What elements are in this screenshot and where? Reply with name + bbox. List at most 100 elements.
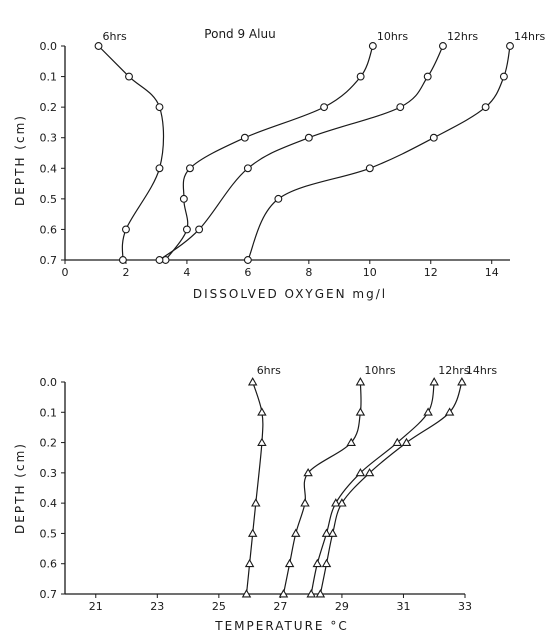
x-tick-label: 27 (273, 600, 287, 613)
data-point (306, 589, 316, 598)
y-tick-label: 0.5 (40, 193, 58, 206)
x-tick-label: 29 (335, 600, 349, 613)
y-tick-label: 0.6 (40, 558, 58, 571)
data-point (331, 498, 341, 507)
data-point (179, 194, 188, 203)
data-point (274, 194, 283, 203)
data-point (337, 498, 347, 507)
series-12hrs: 12hrs (155, 30, 478, 264)
data-point (244, 558, 255, 568)
y-axis-title: DEPTH (cm) (13, 442, 27, 534)
x-tick-label: 10 (363, 266, 377, 279)
data-point (499, 72, 508, 81)
series-label: 10hrs (364, 364, 395, 377)
data-point (401, 437, 412, 446)
series-label: 10hrs (377, 30, 408, 43)
dissolved-oxygen-chart: Pond 9 Aluu DEPTH (cm) DISSOLVED OXYGEN … (13, 27, 545, 301)
series-line (247, 45, 511, 261)
data-point (396, 103, 405, 112)
data-point (125, 72, 133, 81)
x-tick-label: 21 (89, 600, 103, 613)
data-point (346, 437, 356, 446)
data-point (241, 589, 252, 598)
y-tick-label: 0.4 (40, 497, 58, 510)
y-axis-title: DEPTH (cm) (13, 114, 27, 206)
series-14hrs: 14hrs (243, 30, 545, 264)
x-tick-label: 33 (458, 600, 472, 613)
x-tick-label: 0 (62, 266, 69, 279)
data-point (438, 42, 447, 50)
x-tick-label: 14 (485, 266, 499, 279)
data-point (155, 103, 164, 112)
data-point (303, 467, 313, 477)
data-point (155, 164, 164, 173)
data-point (355, 467, 366, 477)
data-point (278, 589, 289, 598)
data-point (195, 225, 204, 234)
y-tick-label: 0.2 (40, 101, 58, 114)
data-point (429, 133, 438, 142)
data-point (155, 256, 164, 264)
series-line (282, 381, 362, 595)
x-tick-label: 23 (150, 600, 164, 613)
x-tick-label: 25 (212, 600, 226, 613)
y-tick-label: 0.7 (40, 588, 58, 601)
data-point (247, 528, 258, 537)
data-point (429, 377, 439, 386)
y-tick-label: 0.7 (40, 254, 58, 267)
data-point (122, 225, 130, 234)
data-point (240, 133, 249, 142)
data-point (300, 498, 310, 507)
data-point (368, 42, 377, 50)
data-point (243, 256, 252, 264)
series-line (310, 381, 435, 595)
data-point (251, 498, 261, 507)
series-14hrs: 14hrs (315, 364, 497, 598)
x-axis-title: TEMPERATURE °C (214, 619, 348, 633)
data-point (284, 558, 295, 568)
series-10hrs: 10hrs (278, 364, 396, 598)
y-tick-label: 0.5 (40, 527, 58, 540)
data-point (186, 164, 194, 173)
data-point (481, 103, 490, 112)
y-tick-label: 0.3 (40, 467, 58, 480)
data-point (94, 42, 103, 50)
y-tick-label: 0.2 (40, 437, 58, 450)
data-point (118, 256, 127, 264)
series-10hrs: 10hrs (161, 30, 408, 264)
data-point (356, 72, 365, 81)
y-tick-label: 0.4 (40, 162, 58, 175)
series-label: 6hrs (103, 30, 127, 43)
data-point (315, 589, 326, 598)
series-6hrs: 6hrs (241, 364, 281, 598)
data-point (457, 377, 467, 386)
x-tick-label: 4 (183, 266, 190, 279)
data-point (312, 558, 323, 568)
data-point (444, 407, 455, 416)
x-tick-label: 8 (305, 266, 312, 279)
data-point (423, 407, 433, 416)
data-point (257, 407, 267, 416)
data-point (327, 528, 338, 537)
data-point (364, 467, 375, 477)
series-label: 12hrs (438, 364, 469, 377)
data-point (291, 528, 301, 537)
data-point (304, 133, 313, 142)
series-line (319, 381, 463, 595)
x-tick-label: 12 (424, 266, 438, 279)
x-tick-label: 2 (122, 266, 129, 279)
y-tick-label: 0.1 (40, 71, 58, 84)
data-point (355, 407, 366, 416)
series-12hrs: 12hrs (306, 364, 470, 598)
series-label: 14hrs (466, 364, 497, 377)
y-tick-label: 0.0 (40, 376, 58, 389)
temperature-chart: DEPTH (cm) TEMPERATURE °C 0.0 0.1 0.2 0.3 0.… (13, 364, 497, 633)
series-label: 12hrs (447, 30, 478, 43)
series-6hrs: 6hrs (94, 30, 165, 264)
x-tick-label: 31 (396, 600, 410, 613)
chart-title: Pond 9 Aluu (204, 27, 275, 41)
y-tick-label: 0.0 (40, 40, 58, 53)
data-point (321, 528, 332, 537)
series-label: 14hrs (514, 30, 545, 43)
x-axis-title: DISSOLVED OXYGEN mg/l (193, 287, 387, 301)
